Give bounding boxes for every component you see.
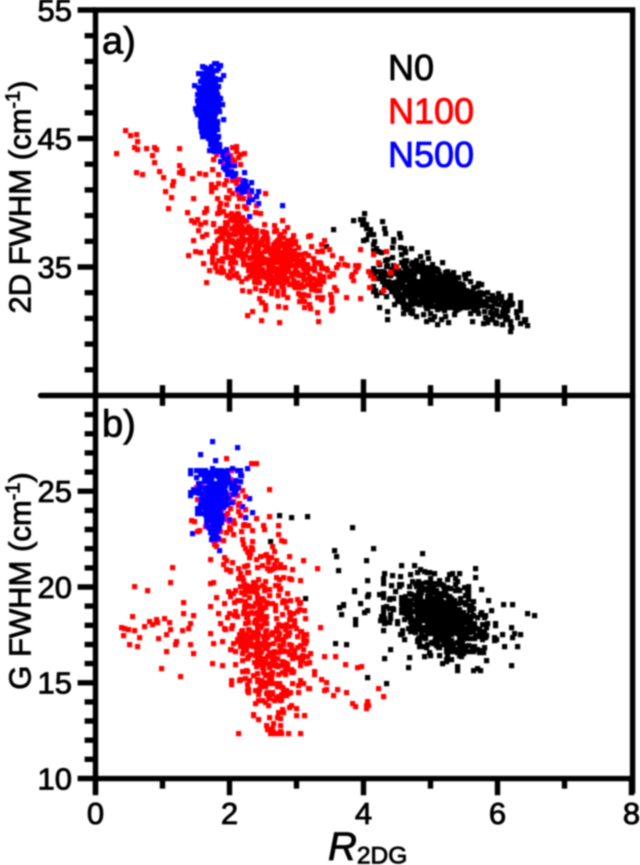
svg-text:N100: N100 <box>388 91 474 132</box>
svg-text:a): a) <box>102 21 136 63</box>
svg-text:4: 4 <box>355 796 372 831</box>
svg-text:15: 15 <box>38 666 72 701</box>
svg-text:6: 6 <box>489 796 506 831</box>
svg-text:35: 35 <box>38 250 72 285</box>
svg-text:8: 8 <box>623 796 640 831</box>
svg-text:2: 2 <box>221 796 238 831</box>
svg-text:N0: N0 <box>388 47 434 88</box>
svg-text:55: 55 <box>38 0 72 28</box>
svg-text:25: 25 <box>38 474 72 509</box>
svg-text:b): b) <box>102 404 136 446</box>
svg-text:10: 10 <box>38 761 72 796</box>
svg-text:N500: N500 <box>388 134 474 175</box>
svg-text:2D FWHM (cm-1): 2D FWHM (cm-1) <box>3 80 38 313</box>
svg-text:45: 45 <box>38 122 72 157</box>
svg-text:20: 20 <box>38 570 72 605</box>
svg-text:G FWHM (cm-1): G FWHM (cm-1) <box>3 472 38 690</box>
svg-text:0: 0 <box>87 796 104 831</box>
